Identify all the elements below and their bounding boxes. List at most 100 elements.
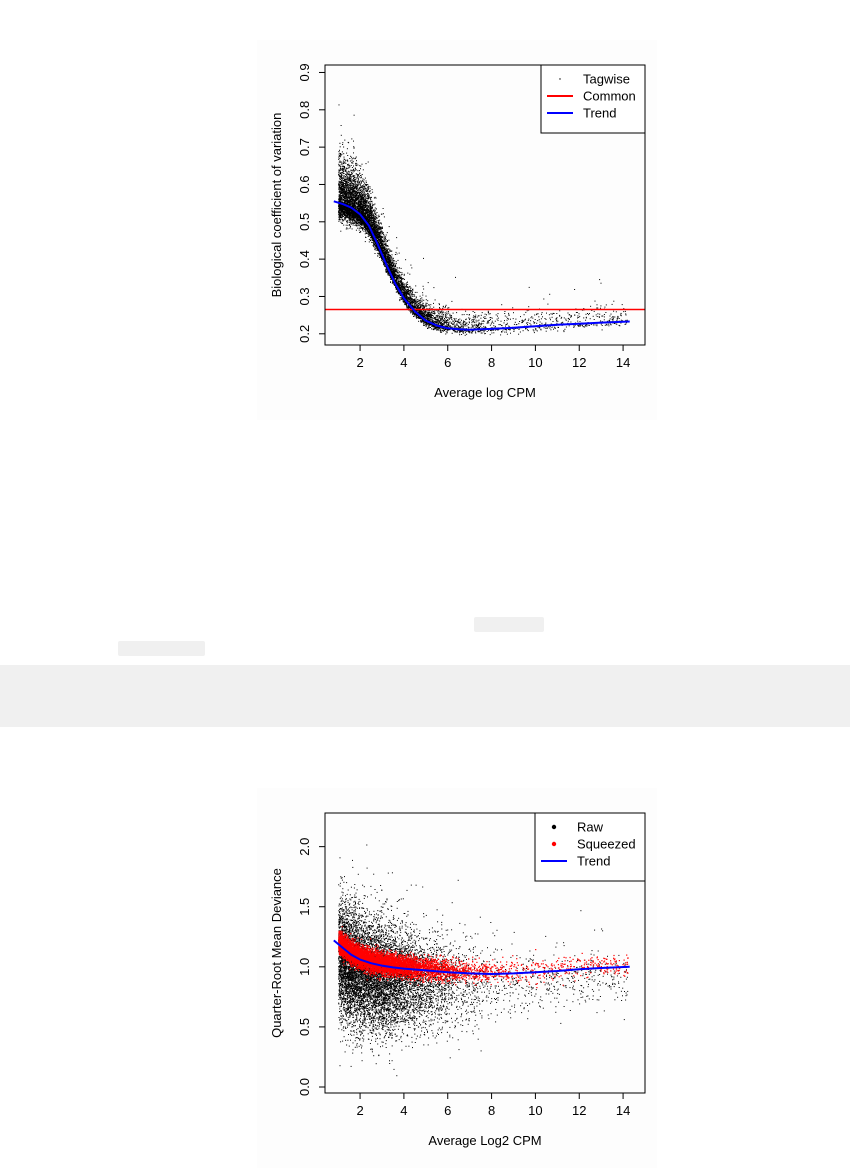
tagwise-point <box>344 186 345 188</box>
tagwise-point <box>338 211 340 213</box>
tagwise-point <box>340 125 342 126</box>
tagwise-point <box>436 318 438 320</box>
tagwise-point <box>448 310 449 312</box>
tagwise-point <box>443 313 444 315</box>
tagwise-point <box>435 318 437 320</box>
tagwise-point <box>364 183 366 185</box>
tagwise-point <box>385 236 387 238</box>
tagwise-point <box>342 165 344 167</box>
tagwise-point <box>586 324 588 326</box>
tagwise-point <box>406 290 408 292</box>
tagwise-point <box>410 312 411 314</box>
tagwise-point <box>358 207 360 208</box>
tagwise-point <box>507 329 509 330</box>
tagwise-point <box>386 271 387 273</box>
tagwise-point <box>604 306 606 308</box>
tagwise-point <box>397 276 399 278</box>
tagwise-point <box>348 200 350 202</box>
tagwise-point <box>615 311 617 313</box>
tagwise-point <box>472 316 474 318</box>
tagwise-point <box>363 230 365 232</box>
tagwise-point <box>466 330 467 332</box>
tagwise-point <box>343 219 345 221</box>
tagwise-point <box>364 233 366 235</box>
tagwise-point <box>371 204 373 206</box>
tagwise-point <box>391 260 393 262</box>
tagwise-point <box>351 222 353 224</box>
tagwise-point <box>457 329 459 331</box>
tagwise-point <box>371 200 373 202</box>
tagwise-point <box>360 183 362 184</box>
tagwise-point <box>374 196 376 198</box>
tagwise-point <box>349 178 351 179</box>
tagwise-point <box>498 324 500 326</box>
tagwise-point <box>357 206 359 208</box>
tagwise-point <box>396 281 398 283</box>
tagwise-point <box>378 240 380 242</box>
tagwise-point <box>477 327 479 329</box>
tagwise-point <box>366 198 368 200</box>
tagwise-point <box>411 296 413 297</box>
tagwise-point <box>351 171 353 173</box>
tagwise-point <box>525 327 527 329</box>
tagwise-point <box>372 204 374 206</box>
tagwise-point <box>381 248 383 250</box>
tagwise-point <box>363 227 365 229</box>
tagwise-point <box>356 160 357 162</box>
tagwise-point <box>348 196 350 198</box>
tagwise-point <box>340 167 342 169</box>
tagwise-point <box>433 302 434 304</box>
tagwise-point <box>356 193 358 195</box>
tagwise-point <box>406 286 407 288</box>
tagwise-point <box>446 332 448 334</box>
tagwise-point <box>356 174 358 175</box>
tagwise-point <box>512 307 514 309</box>
tagwise-point <box>415 304 417 306</box>
tagwise-point <box>340 200 342 202</box>
tagwise-point <box>445 329 447 331</box>
tagwise-point <box>347 179 349 181</box>
tagwise-point <box>378 230 380 232</box>
tagwise-point <box>358 174 359 176</box>
tagwise-point <box>434 310 436 312</box>
tagwise-point <box>484 333 486 334</box>
tagwise-point <box>340 217 342 219</box>
tagwise-point <box>405 289 407 291</box>
tagwise-point <box>484 313 486 315</box>
tagwise-point <box>588 313 590 314</box>
tagwise-point <box>346 171 348 173</box>
tagwise-point <box>368 203 370 205</box>
tagwise-point <box>396 270 398 272</box>
tagwise-point <box>576 312 578 313</box>
tagwise-point <box>400 280 401 282</box>
tagwise-point <box>526 310 528 312</box>
tagwise-point <box>422 311 424 313</box>
tagwise-point <box>367 200 369 202</box>
tagwise-point <box>411 298 413 300</box>
tagwise-point <box>342 180 344 181</box>
tagwise-point <box>367 189 369 190</box>
tagwise-point <box>378 228 380 230</box>
tagwise-point <box>425 306 427 308</box>
tagwise-point <box>364 201 366 203</box>
tagwise-point <box>486 322 488 324</box>
tagwise-point <box>405 283 407 285</box>
tagwise-point <box>427 313 429 315</box>
tagwise-point <box>353 157 355 159</box>
tagwise-point <box>467 323 469 325</box>
tagwise-point <box>382 250 384 251</box>
tagwise-point <box>596 325 598 327</box>
tagwise-point <box>381 226 383 228</box>
tagwise-point <box>589 318 591 320</box>
tagwise-point <box>505 325 506 327</box>
tagwise-point <box>445 304 447 306</box>
tagwise-point <box>505 324 507 326</box>
tagwise-point <box>375 215 377 217</box>
tagwise-point <box>380 222 382 224</box>
tagwise-point <box>362 192 364 194</box>
tagwise-point <box>351 138 353 140</box>
tagwise-point <box>350 189 352 191</box>
tagwise-point <box>351 161 353 163</box>
tagwise-point <box>380 233 382 235</box>
tagwise-point <box>402 282 404 284</box>
